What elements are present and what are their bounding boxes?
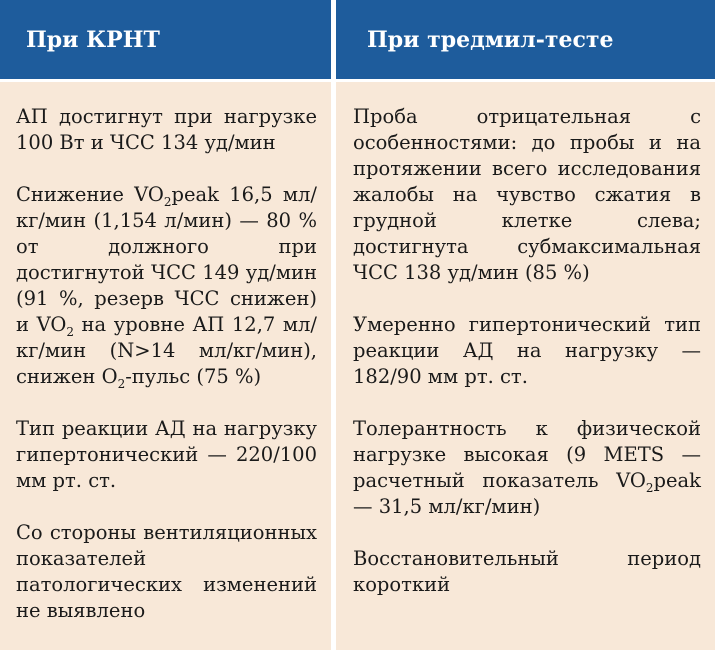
header-krnt: При КРНТ (0, 0, 331, 79)
tolerance-text-b: peak — 31,5 мл/кг/мин) (353, 469, 701, 518)
krnt-threshold-paragraph: АП достигнут при нагрузке 100 Вт и ЧСС 1… (16, 105, 317, 154)
treadmill-test-paragraph: Проба отрицательная с особенностями: до … (353, 105, 701, 284)
column-divider (331, 0, 336, 650)
krnt-vo2-paragraph: Снижение VO2peak 16,5 мл/кг/мин (1,154 л… (16, 182, 317, 390)
header-treadmill: При тредмил-тесте (331, 0, 715, 79)
vo2-text-a: Снижение VO (16, 183, 164, 206)
krnt-bp-paragraph: Тип реакции АД на нагрузку гипертоническ… (16, 417, 317, 492)
tolerance-text-a: Толерантность к физической нагрузке высо… (353, 417, 701, 492)
header-separator (0, 79, 715, 82)
vo2-text-b: peak 16,5 мл/кг/мин (1,154 л/мин) — 80 %… (16, 183, 317, 336)
vo2-text-d: -пульс (75 %) (125, 365, 262, 388)
vo2-sub-a: 2 (163, 194, 172, 209)
treadmill-recovery-paragraph: Восстановительный период короткий (353, 547, 701, 596)
treadmill-results-cell: Проба отрицательная с особенностями: до … (331, 79, 715, 650)
vo2-text-c: на уровне АП 12,7 мл/кг/мин (N>14 мл/кг/… (16, 313, 317, 388)
tolerance-sub: 2 (645, 480, 654, 495)
vo2-sub-b: 2 (66, 324, 74, 339)
krnt-ventilation-paragraph: Со стороны вентиляционных показателей па… (16, 521, 317, 622)
o2-sub: 2 (117, 376, 126, 391)
treadmill-bp-paragraph: Умеренно гипертонический тип реакции АД … (353, 313, 701, 388)
krnt-results-cell: АП достигнут при нагрузке 100 Вт и ЧСС 1… (0, 79, 331, 650)
header-krnt-label: При КРНТ (26, 26, 160, 53)
header-treadmill-label: При тредмил-тесте (367, 26, 614, 53)
treadmill-tolerance-paragraph: Толерантность к физической нагрузке высо… (353, 416, 701, 520)
